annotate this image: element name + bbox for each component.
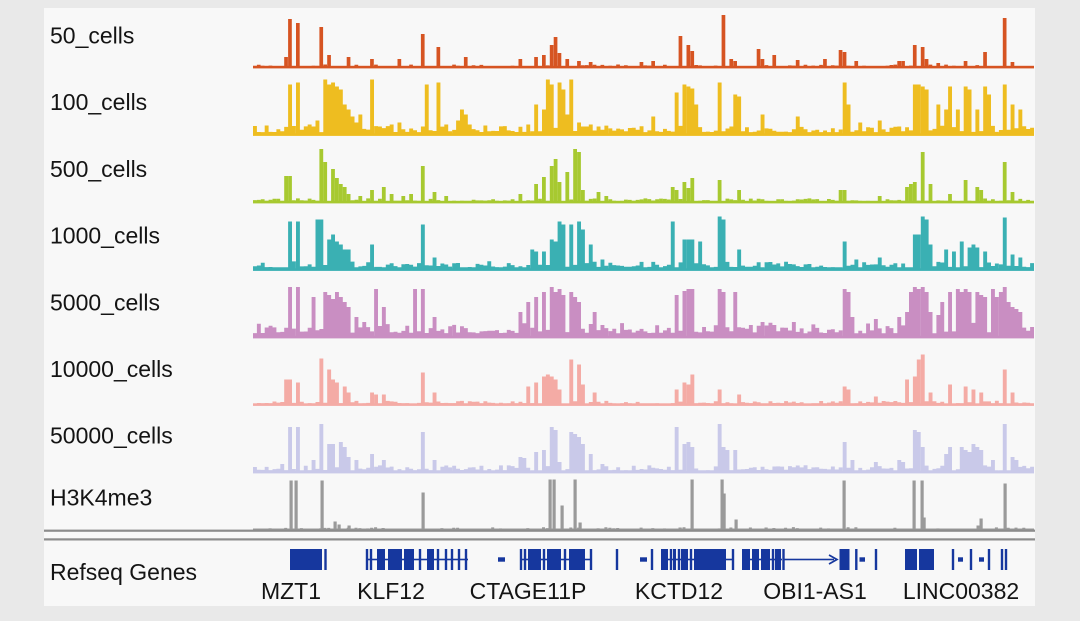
svg-text:KLF12: KLF12 bbox=[357, 578, 425, 604]
svg-text:100_cells: 100_cells bbox=[50, 89, 147, 115]
svg-text:KCTD12: KCTD12 bbox=[635, 578, 723, 604]
svg-text:50_cells: 50_cells bbox=[50, 23, 134, 49]
svg-text:H3K4me3: H3K4me3 bbox=[50, 485, 152, 511]
svg-text:MZT1: MZT1 bbox=[261, 578, 321, 604]
svg-text:OBI1-AS1: OBI1-AS1 bbox=[763, 578, 867, 604]
svg-text:LINC00382: LINC00382 bbox=[903, 578, 1019, 604]
svg-text:5000_cells: 5000_cells bbox=[50, 289, 160, 315]
svg-text:500_cells: 500_cells bbox=[50, 156, 147, 182]
svg-text:CTAGE11P: CTAGE11P bbox=[470, 578, 587, 604]
svg-text:10000_cells: 10000_cells bbox=[50, 356, 173, 382]
svg-text:1000_cells: 1000_cells bbox=[50, 223, 160, 249]
svg-text:Refseq Genes: Refseq Genes bbox=[50, 559, 197, 585]
svg-text:50000_cells: 50000_cells bbox=[50, 423, 173, 449]
